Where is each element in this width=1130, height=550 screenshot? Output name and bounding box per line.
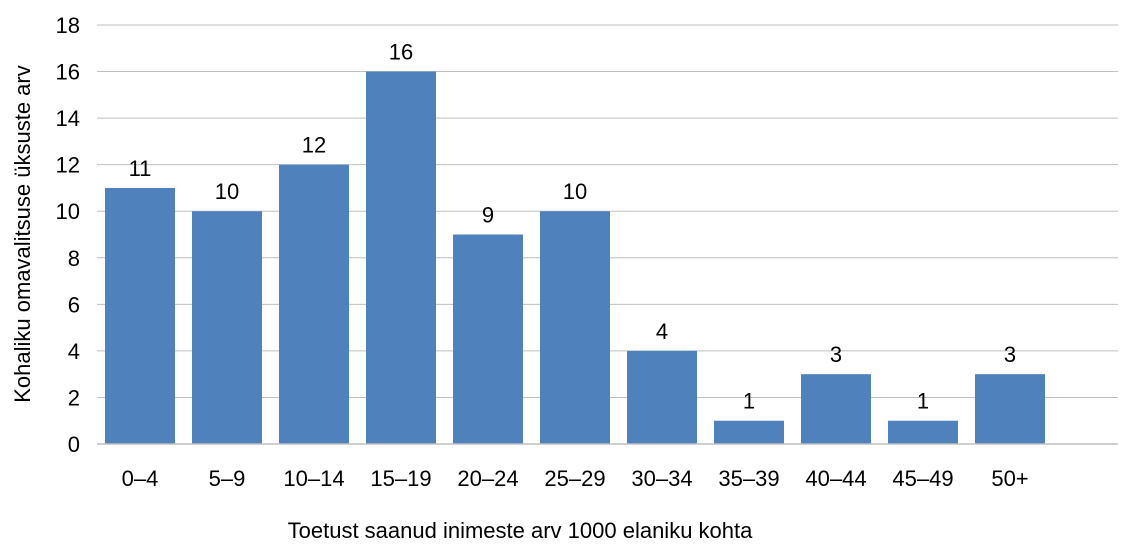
x-tick-label: 0–4 xyxy=(122,466,159,491)
bar xyxy=(714,420,784,444)
bar xyxy=(192,211,262,444)
bar xyxy=(453,234,523,444)
bar xyxy=(801,374,871,444)
bar xyxy=(627,350,697,444)
y-axis-ticks: 0 2 4 6 8 10 12 14 16 18 xyxy=(56,13,80,457)
y-tick-label: 16 xyxy=(56,60,80,85)
y-tick-label: 4 xyxy=(68,339,80,364)
x-axis-title: Toetust saanud inimeste arv 1000 elaniku… xyxy=(288,518,754,543)
x-tick-label: 25–29 xyxy=(544,466,605,491)
x-tick-label: 20–24 xyxy=(457,466,518,491)
y-tick-label: 0 xyxy=(68,432,80,457)
bar xyxy=(540,211,610,444)
data-label: 12 xyxy=(302,133,326,158)
x-tick-label: 5–9 xyxy=(209,466,246,491)
data-label: 16 xyxy=(389,40,413,65)
y-tick-label: 12 xyxy=(56,153,80,178)
x-tick-label: 45–49 xyxy=(892,466,953,491)
data-labels: 11 10 12 16 9 10 4 1 3 1 3 xyxy=(129,40,1017,414)
data-label: 3 xyxy=(1004,342,1016,367)
data-label: 9 xyxy=(482,203,494,228)
bars xyxy=(105,71,1045,445)
y-tick-label: 8 xyxy=(68,246,80,271)
x-tick-label: 35–39 xyxy=(718,466,779,491)
x-axis-ticks: 0–4 5–9 10–14 15–19 20–24 25–29 30–34 35–39 40–4… xyxy=(122,466,1029,491)
bar xyxy=(975,374,1045,444)
bar xyxy=(279,164,349,444)
data-label: 4 xyxy=(656,319,668,344)
x-tick-label: 50+ xyxy=(991,466,1028,491)
x-tick-label: 10–14 xyxy=(283,466,344,491)
data-label: 1 xyxy=(917,389,929,414)
x-tick-label: 40–44 xyxy=(805,466,866,491)
y-tick-label: 10 xyxy=(56,199,80,224)
y-tick-label: 14 xyxy=(56,106,80,131)
data-label: 10 xyxy=(563,179,587,204)
x-tick-label: 30–34 xyxy=(631,466,692,491)
data-label: 1 xyxy=(743,389,755,414)
bar xyxy=(105,187,175,444)
y-tick-label: 18 xyxy=(56,13,80,38)
data-label: 11 xyxy=(129,156,152,181)
data-label: 10 xyxy=(215,179,239,204)
bar xyxy=(366,71,436,445)
x-tick-label: 15–19 xyxy=(370,466,431,491)
data-label: 3 xyxy=(830,342,842,367)
bar xyxy=(888,420,958,444)
y-tick-label: 6 xyxy=(68,292,80,317)
y-tick-label: 2 xyxy=(68,385,80,410)
y-axis-title: Kohaliku omavalitsuse üksuste arv xyxy=(10,65,35,403)
